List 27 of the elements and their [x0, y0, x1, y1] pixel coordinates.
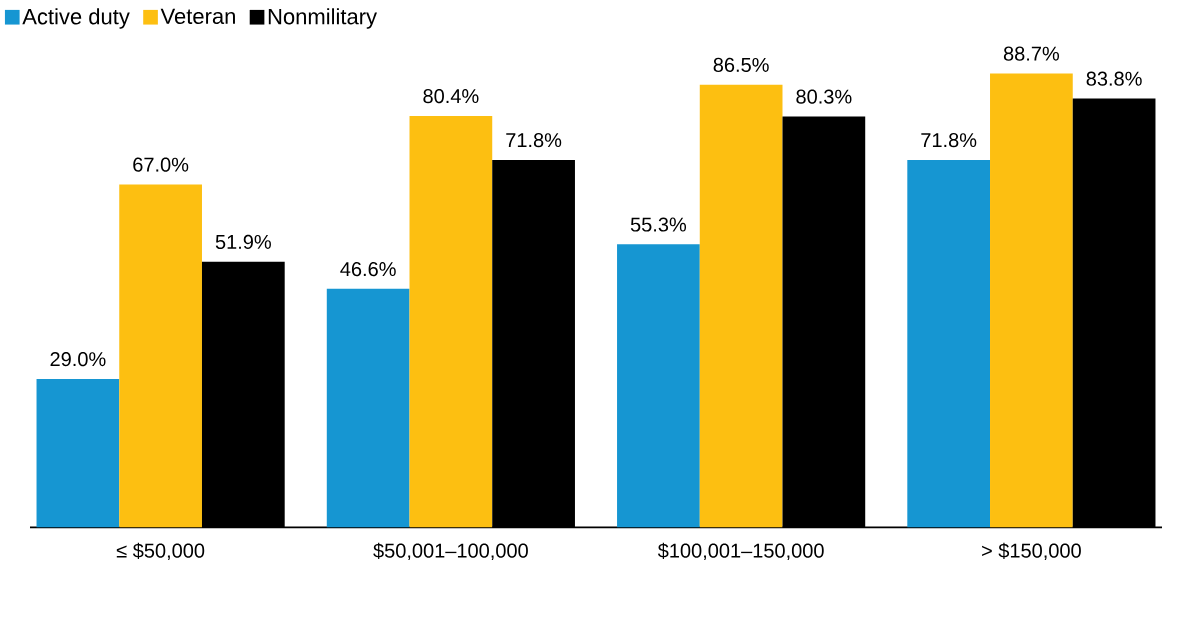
data-label: 71.8%: [921, 133, 977, 148]
bar: [326, 288, 410, 528]
data-label: 55.3%: [630, 217, 687, 232]
data-label: 88.7%: [1003, 46, 1060, 61]
x-tick-label: ≤ $50,000: [116, 542, 205, 561]
x-tick-label: $50,001–100,000: [373, 542, 528, 561]
data-label: 83.8%: [1086, 71, 1142, 86]
data-label: 71.8%: [506, 133, 562, 148]
bar: [36, 378, 120, 528]
data-label: 67.0%: [133, 157, 189, 172]
data-label: 51.9%: [215, 234, 271, 250]
data-label: 29.0%: [50, 352, 106, 367]
data-label: 80.4%: [423, 89, 479, 104]
bar: [119, 184, 202, 528]
bar: [907, 159, 991, 528]
x-tick-label: $100,001–150,000: [657, 542, 824, 561]
bar: [990, 73, 1073, 528]
data-label: 46.6%: [340, 261, 396, 277]
data-label: 86.5%: [713, 57, 769, 72]
legend-label: Active duty: [22, 8, 130, 29]
legend-label: Nonmilitary: [268, 8, 377, 29]
bar: [617, 244, 700, 528]
data-label: 80.3%: [796, 89, 852, 104]
bar: [409, 115, 493, 528]
bar: [699, 84, 783, 528]
legend-label: Veteran: [160, 8, 235, 25]
x-tick-label: > $150,000: [982, 542, 1081, 561]
